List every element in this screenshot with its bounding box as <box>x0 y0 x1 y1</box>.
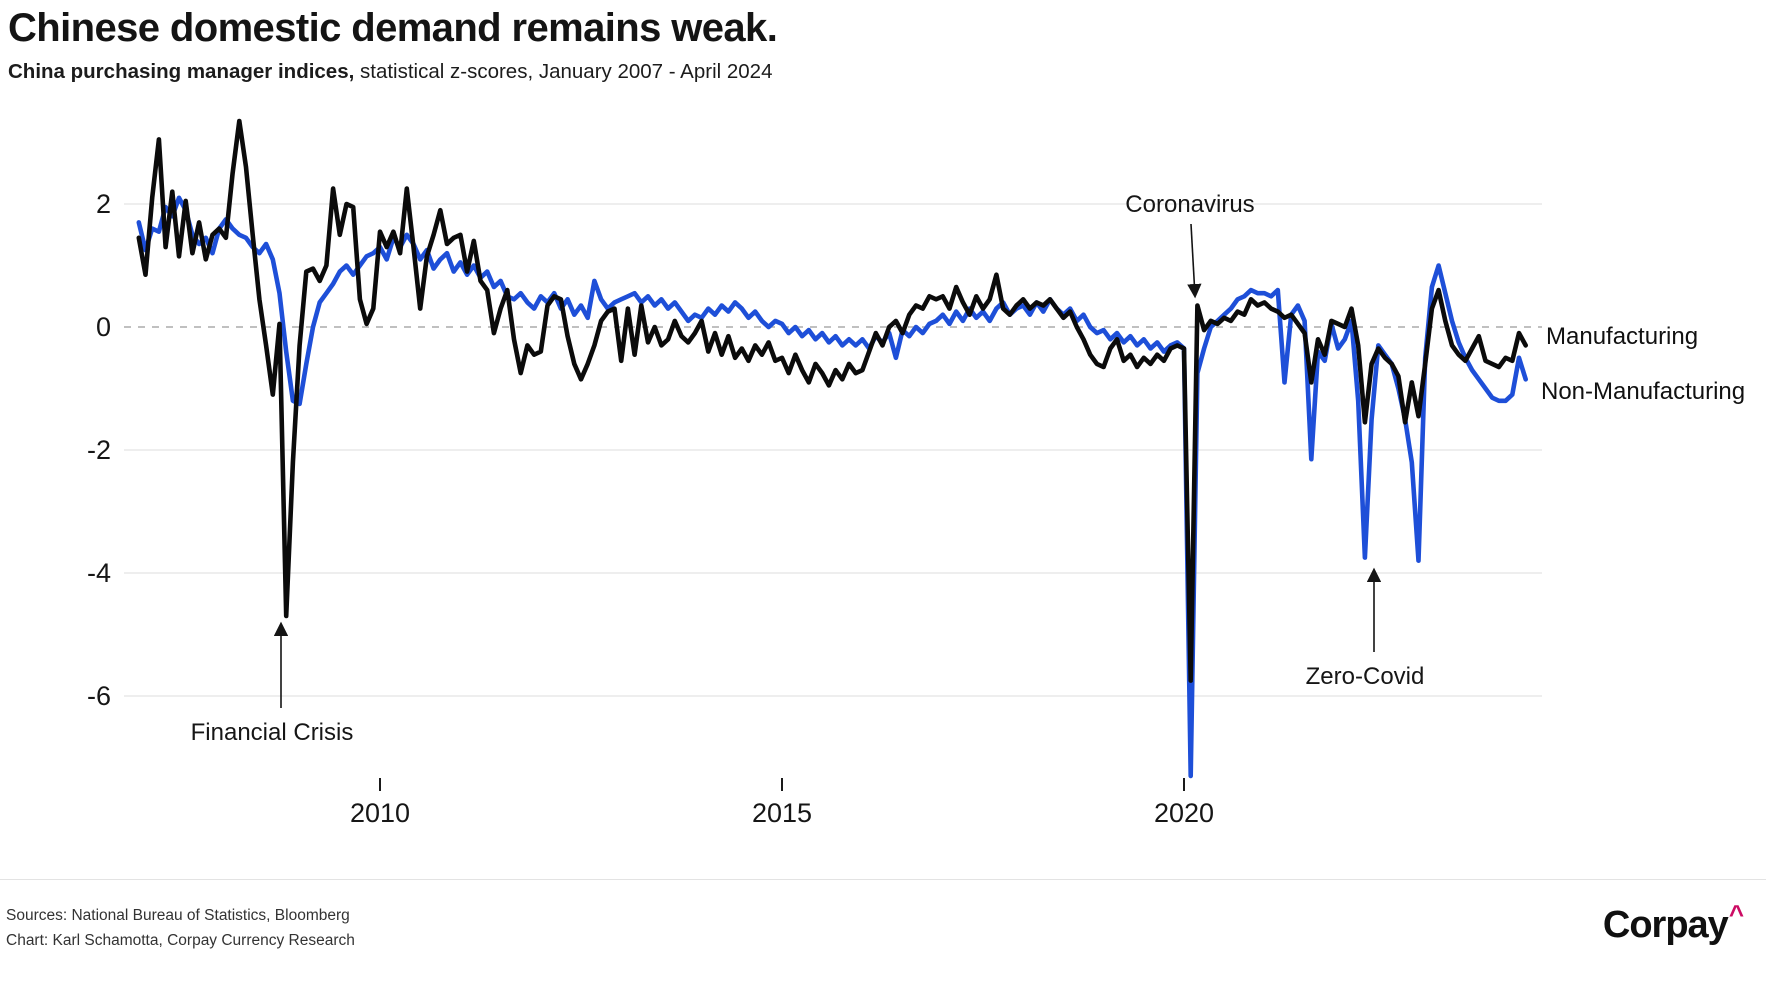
footer-sources: Sources: National Bureau of Statistics, … <box>6 903 355 953</box>
series-line-manufacturing <box>136 118 1528 683</box>
y-axis-label--4: -4 <box>87 558 111 588</box>
chart-subtitle: China purchasing manager indices, statis… <box>8 60 772 84</box>
y-axis-label--6: -6 <box>87 681 111 711</box>
page-title: Chinese domestic demand remains weak. <box>8 6 778 50</box>
corpay-logo-text: Corpay <box>1602 904 1729 946</box>
sources-line: Sources: National Bureau of Statistics, … <box>6 907 350 924</box>
x-axis-label-2020: 2020 <box>1154 798 1214 828</box>
y-axis-label-0: 0 <box>96 312 111 342</box>
subtitle-bold-part: China purchasing manager indices, <box>8 60 355 83</box>
subtitle-regular-part: statistical z-scores, January 2007 - Apr… <box>354 60 773 83</box>
x-axis-label-2015: 2015 <box>752 798 812 828</box>
legend-label-non-manufacturing: Non-Manufacturing <box>1541 378 1745 405</box>
annotation-arrow-coronavirus <box>1187 223 1202 299</box>
corpay-caret-icon: ^ <box>1728 899 1744 929</box>
chart-credit-line: Chart: Karl Schamotta, Corpay Currency R… <box>6 932 355 949</box>
annotation-label-coronavirus: Coronavirus <box>1125 191 1254 218</box>
footer-divider <box>0 879 1766 880</box>
series-line-non-manufacturing <box>136 195 1528 779</box>
annotation-label-financial-crisis: Financial Crisis <box>191 719 354 746</box>
y-axis-label-2: 2 <box>96 189 111 219</box>
x-axis-label-2010: 2010 <box>350 798 410 828</box>
y-axis-label--2: -2 <box>87 435 111 465</box>
legend-label-manufacturing: Manufacturing <box>1546 323 1698 350</box>
corpay-logo: Corpay ^ <box>1602 899 1744 950</box>
annotation-label-zero-covid: Zero-Covid <box>1306 663 1425 690</box>
